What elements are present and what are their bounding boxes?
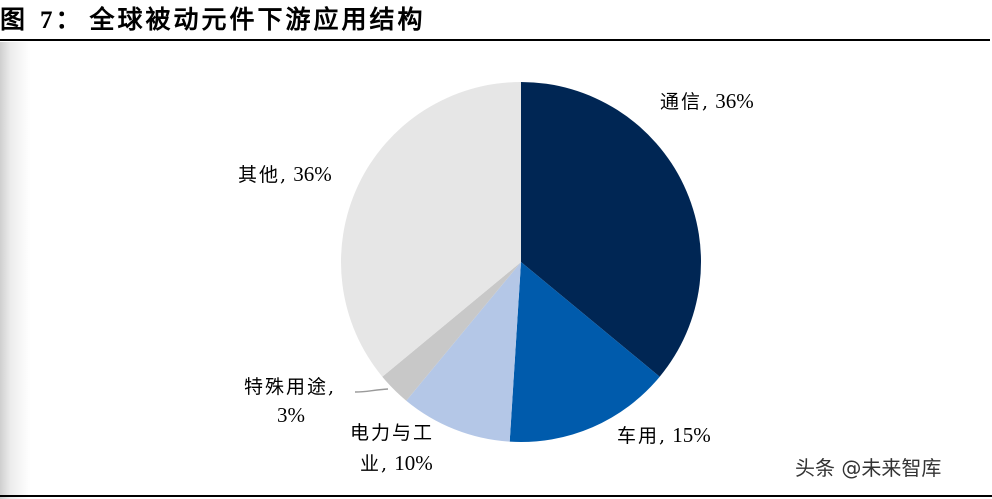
label-special-pct: 3% — [277, 403, 305, 427]
slice-telecom — [521, 82, 701, 377]
figure-number: 7： — [40, 7, 84, 34]
figure-title: 图 7： 全球被动元件下游应用结构 — [0, 4, 426, 36]
title-rule — [0, 39, 990, 41]
special-leader-line — [354, 388, 389, 393]
slice-power-industry — [406, 262, 521, 442]
slice-auto — [509, 262, 660, 442]
label-telecom: 通信, 36% — [660, 89, 754, 113]
label-auto: 车用, 15% — [617, 423, 711, 447]
label-special: 特殊用途, — [244, 376, 337, 398]
label-power-pct: 业, 10% — [360, 451, 433, 475]
label-other: 其他, 36% — [238, 162, 332, 186]
bottom-rule — [0, 495, 992, 497]
slice-other — [340, 82, 521, 377]
figure-prefix: 图 — [0, 5, 29, 34]
watermark: 头条 @未来智库 — [795, 456, 942, 480]
slice-special — [382, 262, 521, 401]
page-edge-shadow — [0, 42, 30, 499]
figure-title-text: 全球被动元件下游应用结构 — [89, 5, 426, 34]
label-power: 电力与工 — [350, 422, 435, 444]
